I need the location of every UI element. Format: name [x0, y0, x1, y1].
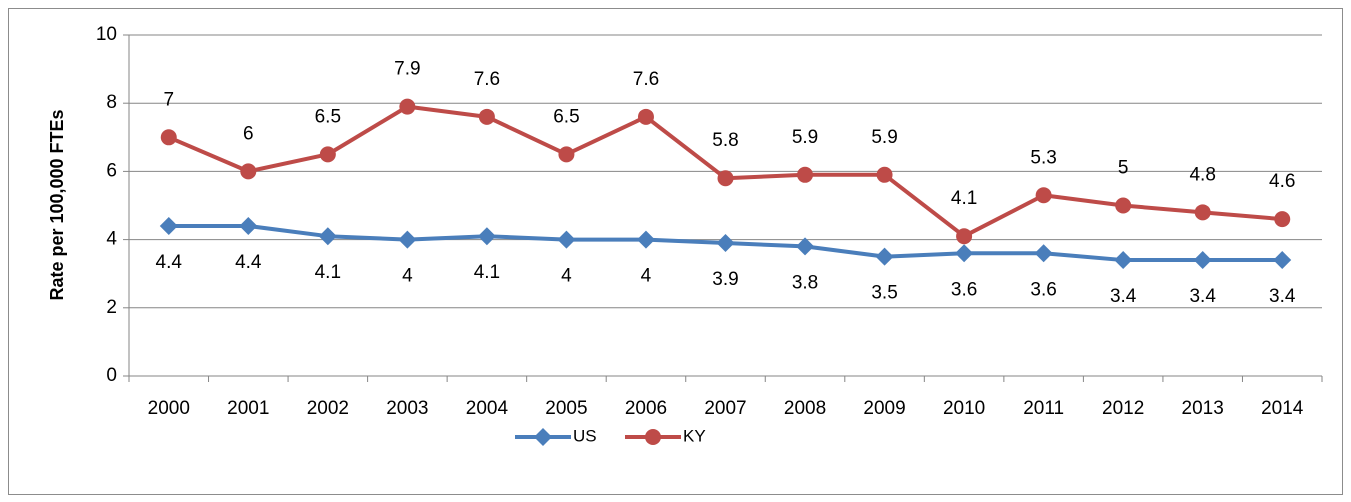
marker	[558, 146, 575, 163]
data-label: 5.9	[792, 127, 818, 148]
marker	[1274, 211, 1291, 228]
legend-marker	[534, 428, 552, 446]
marker	[318, 227, 337, 246]
data-label: 4.1	[474, 262, 500, 283]
marker	[398, 230, 417, 249]
data-label: 4.4	[156, 252, 183, 273]
x-tick-label: 2001	[227, 398, 269, 419]
marker	[1194, 204, 1211, 221]
marker	[1034, 244, 1053, 263]
marker	[1114, 251, 1133, 270]
data-label: 7.9	[394, 59, 420, 80]
data-label: 3.5	[871, 283, 897, 304]
y-tick-label: 6	[106, 160, 117, 181]
marker	[796, 237, 815, 256]
data-label: 6	[243, 123, 254, 144]
x-tick-label: 2013	[1182, 398, 1224, 419]
data-label: 3.4	[1189, 286, 1216, 307]
marker	[1193, 251, 1212, 270]
marker	[477, 227, 496, 246]
data-label: 3.9	[712, 269, 738, 290]
marker	[319, 146, 336, 163]
data-label: 7.6	[474, 69, 500, 90]
marker	[1035, 187, 1052, 204]
marker	[1273, 251, 1292, 270]
x-tick-label: 2014	[1261, 398, 1304, 419]
data-label: 4.6	[1269, 171, 1295, 192]
x-tick-label: 2003	[386, 398, 428, 419]
marker	[1115, 197, 1132, 214]
data-label: 4.1	[315, 262, 341, 283]
x-tick-label: 2011	[1023, 398, 1064, 419]
x-tick-label: 2005	[545, 398, 587, 419]
marker	[239, 216, 258, 235]
marker	[240, 163, 257, 180]
marker	[876, 166, 893, 183]
x-tick-label: 2007	[704, 398, 746, 419]
data-label: 4.8	[1189, 164, 1215, 185]
legend-label: US	[573, 426, 597, 445]
marker	[956, 228, 973, 245]
data-label: 3.4	[1269, 286, 1296, 307]
marker	[955, 244, 974, 263]
marker	[557, 230, 576, 249]
data-label: 3.6	[951, 279, 977, 300]
data-label: 5.3	[1030, 147, 1056, 168]
x-tick-label: 2010	[943, 398, 985, 419]
data-label: 3.8	[792, 272, 818, 293]
data-label: 4	[402, 266, 413, 287]
y-axis-label: Rate per 100,000 FTEs	[47, 109, 67, 300]
chart-border	[8, 8, 1343, 495]
data-label: 7	[163, 89, 174, 110]
marker	[716, 234, 735, 253]
data-label: 7.6	[633, 69, 659, 90]
marker	[478, 108, 495, 125]
data-label: 6.5	[553, 106, 579, 127]
data-label: 4	[561, 266, 572, 287]
marker	[797, 166, 814, 183]
x-tick-label: 2008	[784, 398, 826, 419]
data-label: 3.6	[1030, 279, 1056, 300]
legend-marker	[645, 429, 661, 445]
x-tick-label: 2009	[863, 398, 905, 419]
legend-label: KY	[683, 426, 706, 445]
marker	[637, 108, 654, 125]
x-tick-label: 2006	[625, 398, 667, 419]
marker	[875, 247, 894, 266]
data-label: 5	[1118, 158, 1129, 179]
data-label: 3.4	[1110, 286, 1137, 307]
marker	[636, 230, 655, 249]
data-label: 6.5	[315, 106, 341, 127]
data-label: 4.4	[235, 252, 262, 273]
data-label: 5.9	[871, 127, 897, 148]
marker	[160, 129, 177, 146]
marker	[399, 98, 416, 115]
y-tick-label: 2	[106, 297, 117, 318]
data-label: 4	[641, 266, 652, 287]
data-label: 5.8	[712, 130, 738, 151]
y-tick-label: 4	[106, 229, 117, 250]
x-tick-label: 2002	[307, 398, 349, 419]
y-tick-label: 0	[106, 365, 117, 386]
data-label: 4.1	[951, 188, 977, 209]
x-tick-label: 2000	[148, 398, 190, 419]
marker	[159, 216, 178, 235]
y-tick-label: 8	[106, 92, 117, 113]
x-tick-label: 2004	[466, 398, 509, 419]
y-tick-label: 10	[96, 24, 117, 45]
marker	[717, 170, 734, 187]
x-tick-label: 2012	[1102, 398, 1144, 419]
